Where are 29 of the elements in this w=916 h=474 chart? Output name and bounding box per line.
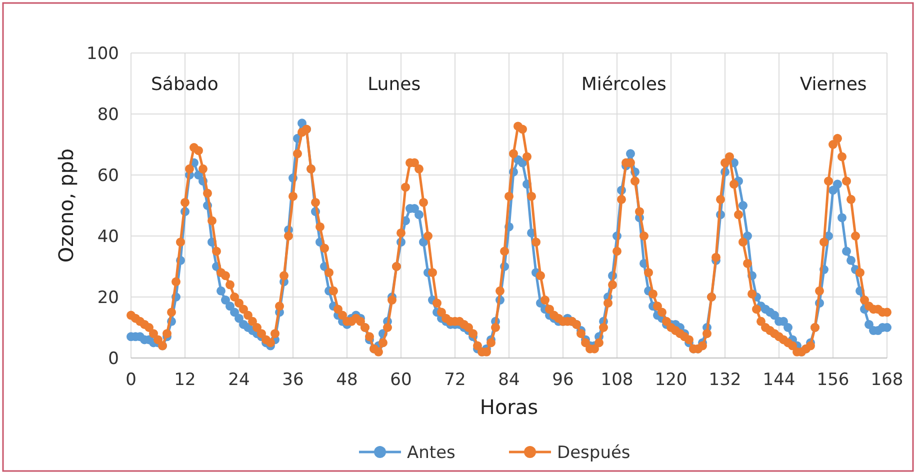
x-tick-label: 132 [708,370,742,390]
annotation: Sábado [150,74,218,95]
annotation: Viernes [800,74,867,95]
y-tick-label: 20 [97,288,119,308]
x-tick-label: 72 [444,370,466,390]
legend-label: Antes [407,443,456,463]
x-tick-label: 156 [816,370,850,390]
x-axis-title: Horas [480,395,538,419]
y-tick-label: 60 [97,166,119,186]
x-tick-label: 12 [174,370,196,390]
x-tick-label: 168 [870,370,904,390]
y-tick-label: 0 [108,349,119,369]
x-tick-label: 60 [390,370,412,390]
y-tick-label: 80 [97,105,119,125]
x-tick-label: 120 [654,370,688,390]
x-tick-label: 0 [126,370,136,390]
y-axis-title: Ozono, ppb [54,148,78,263]
x-tick-label: 96 [552,370,574,390]
x-tick-label: 108 [600,370,634,390]
x-tick-label: 84 [498,370,520,390]
x-tick-label: 24 [228,370,250,390]
annotation: Lunes [368,74,421,95]
x-tick-label: 36 [282,370,304,390]
y-tick-label: 100 [86,44,119,64]
x-tick-label: 48 [336,370,358,390]
x-tick-label: 144 [762,370,796,390]
annotation: Miércoles [581,74,666,95]
legend-label: Después [557,443,630,463]
y-tick-label: 40 [97,227,119,247]
